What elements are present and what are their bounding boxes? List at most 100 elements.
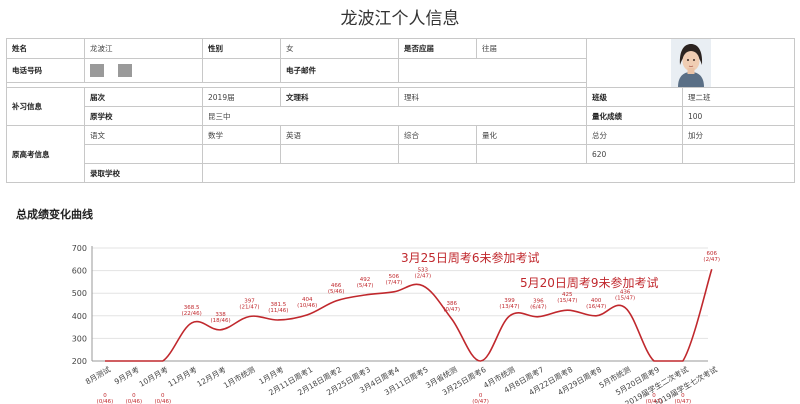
profile-table: 姓名 龙波江 性别 女 是否应届 往届 电话号码 电子邮件: [6, 38, 795, 183]
point-rank-label: (5/47): [357, 283, 374, 289]
spacer-row: [6, 81, 587, 89]
class-value: 理二班: [682, 87, 795, 107]
point-value-label: 0: [103, 393, 107, 399]
prior-exam-value-math: [202, 144, 281, 164]
prior-exam-section-label: 原高考信息: [6, 125, 85, 183]
point-rank-label: (0/47): [675, 399, 692, 404]
chart-section-title: 总成绩变化曲线: [16, 208, 93, 221]
series-line: [104, 269, 713, 362]
phone-label: 电话号码: [6, 57, 85, 83]
point-rank-label: (6/47): [530, 305, 547, 311]
track-value: 理科: [398, 87, 587, 107]
point-value-label: 492: [360, 277, 371, 283]
prior-exam-value-total: 620: [586, 144, 683, 164]
class-label: 班级: [586, 87, 683, 107]
point-rank-label: (22/46): [182, 311, 202, 317]
point-rank-label: (7/47): [386, 280, 403, 286]
email-value: [398, 57, 587, 83]
point-value-label: 533: [418, 268, 429, 274]
redacted-block: [118, 63, 132, 77]
point-rank-label: (2/47): [703, 257, 720, 263]
phone-extra: [202, 57, 281, 83]
score-line-chart: 200 300 400 500 600 700 8月测试 9月月考10月月考11月月考12月…: [72, 244, 720, 404]
name-value: 龙波江: [84, 38, 203, 59]
y-tick-label: 600: [72, 267, 87, 276]
prior-exam-value-quant: [476, 144, 587, 164]
prior-exam-value-chinese: [84, 144, 203, 164]
prior-exam-value-comprehensive: [398, 144, 477, 164]
school-label: 原学校: [84, 106, 203, 126]
point-value-label: 397: [244, 298, 255, 304]
point-rank-label: (15/47): [615, 296, 635, 302]
y-tick-label: 400: [72, 312, 87, 321]
point-value-label: 396: [533, 299, 544, 305]
repeat-value: 往届: [476, 38, 587, 59]
gender-value: 女: [280, 38, 399, 59]
point-rank-label: (5/46): [328, 289, 345, 295]
prior-exam-header-bonus: 加分: [682, 125, 795, 145]
repeat-label: 是否应届: [398, 38, 477, 59]
supplement-section-label: 补习信息: [6, 87, 85, 126]
point-rank-label: (13/47): [499, 304, 519, 310]
quant-label: 量化成绩: [586, 106, 683, 126]
chart-y-axis: 200 300 400 500 600 700: [72, 244, 93, 366]
chart-point-labels: 0(0/46)0(0/46)0(0/46)368.5(22/46) 338(18/…: [97, 251, 720, 404]
point-rank-label: (0/47): [443, 307, 460, 313]
point-value-label: 506: [389, 274, 400, 280]
point-value-label: 0: [681, 393, 685, 399]
point-value-label: 0: [652, 393, 656, 399]
chart-annotations: 3月25日周考6未参加考试 5月20日周考9未参加考试: [401, 250, 659, 290]
point-rank-label: (0/46): [154, 399, 171, 404]
name-label: 姓名: [6, 38, 85, 59]
photo-cell: [586, 38, 795, 88]
point-rank-label: (16/47): [586, 304, 606, 310]
point-rank-label: (10/46): [297, 303, 317, 309]
email-label: 电子邮件: [280, 57, 399, 83]
quant-value: 100: [682, 106, 795, 126]
point-value-label: 399: [504, 298, 515, 304]
class-year-label: 届次: [84, 87, 203, 107]
prior-exam-header-english: 英语: [280, 125, 399, 145]
gender-label: 性别: [202, 38, 281, 59]
point-value-label: 0: [479, 393, 483, 399]
prior-exam-header-quant: 量化: [476, 125, 587, 145]
track-label: 文理科: [280, 87, 399, 107]
point-rank-label: (0/46): [97, 399, 114, 404]
prior-exam-header-comprehensive: 综合: [398, 125, 477, 145]
point-rank-label: (18/46): [210, 318, 230, 324]
y-tick-label: 500: [72, 289, 87, 298]
point-rank-label: (15/47): [557, 298, 577, 304]
point-value-label: 368.5: [184, 305, 200, 311]
chart-series: [104, 269, 713, 362]
admitted-school-value: [202, 163, 795, 183]
admitted-school-label: 录取学校: [84, 163, 203, 183]
point-rank-label: (11/46): [268, 308, 288, 314]
prior-exam-header-total: 总分: [586, 125, 683, 145]
point-value-label: 425: [562, 292, 573, 298]
point-rank-label: (0/47): [472, 399, 489, 404]
prior-exam-value-bonus: [682, 144, 795, 164]
point-value-label: 606: [707, 251, 718, 257]
point-rank-label: (2/47): [414, 274, 431, 280]
point-rank-label: (0/46): [126, 399, 143, 404]
y-tick-label: 200: [72, 357, 87, 366]
point-rank-label: (0/47): [646, 399, 663, 404]
chart-annotation: 5月20日周考9未参加考试: [520, 275, 659, 290]
point-value-label: 400: [591, 298, 602, 304]
point-value-label: 0: [161, 393, 165, 399]
point-value-label: 466: [331, 283, 342, 289]
y-tick-label: 300: [72, 334, 87, 343]
point-value-label: 0: [132, 393, 136, 399]
school-value: 昆三中: [202, 106, 587, 126]
redacted-block: [90, 63, 104, 77]
prior-exam-value-english: [280, 144, 399, 164]
page-title: 龙波江个人信息: [340, 9, 460, 29]
chart-annotation: 3月25日周考6未参加考试: [401, 250, 540, 265]
y-tick-label: 700: [72, 244, 87, 253]
x-tick-label: 9月月考: [113, 365, 142, 387]
point-value-label: 381.5: [270, 302, 286, 308]
x-tick-label: 10月月考: [138, 365, 171, 389]
point-value-label: 404: [302, 297, 313, 303]
point-rank-label: (21/47): [239, 304, 259, 310]
